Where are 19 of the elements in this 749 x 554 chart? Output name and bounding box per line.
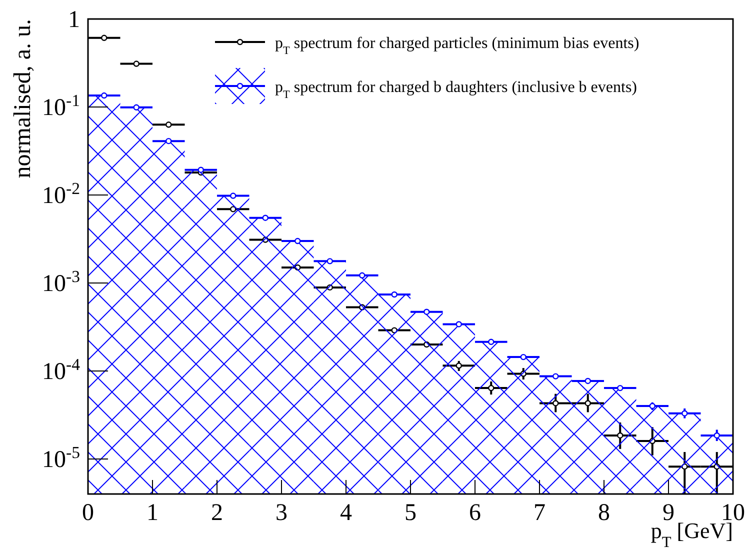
legend-label: p$_{T}$ spectrum for charged b daughters (inclusive b events)	[275, 79, 637, 101]
y-tick-label: 10$^{-3}$	[42, 266, 80, 297]
x-tick-label: 3	[276, 500, 288, 526]
x-tick-label: 4	[340, 500, 352, 526]
x-tick-label: 6	[469, 500, 481, 526]
x-tick-label: 5	[404, 500, 416, 526]
y-axis-title: normalised, a. u.	[10, 19, 36, 178]
y-tick-label: 10$^{-1}$	[42, 90, 80, 121]
x-tick-label: 2	[211, 500, 223, 526]
x-tick-label: 7	[534, 500, 546, 526]
y-tick-label: 10$^{-5}$	[42, 442, 80, 473]
x-tick-label: 0	[82, 500, 94, 526]
legend-label: p$_{T}$ spectrum for charged particles (minimum bias events)	[275, 35, 640, 57]
y-tick-label: 10$^{-2}$	[42, 178, 80, 209]
x-tick-label: 9	[662, 500, 674, 526]
y-tick-label: 1	[68, 7, 80, 33]
y-tick-label: 10$^{-4}$	[42, 354, 81, 385]
x-tick-label: 8	[598, 500, 610, 526]
x-tick-label: 1	[146, 500, 158, 526]
